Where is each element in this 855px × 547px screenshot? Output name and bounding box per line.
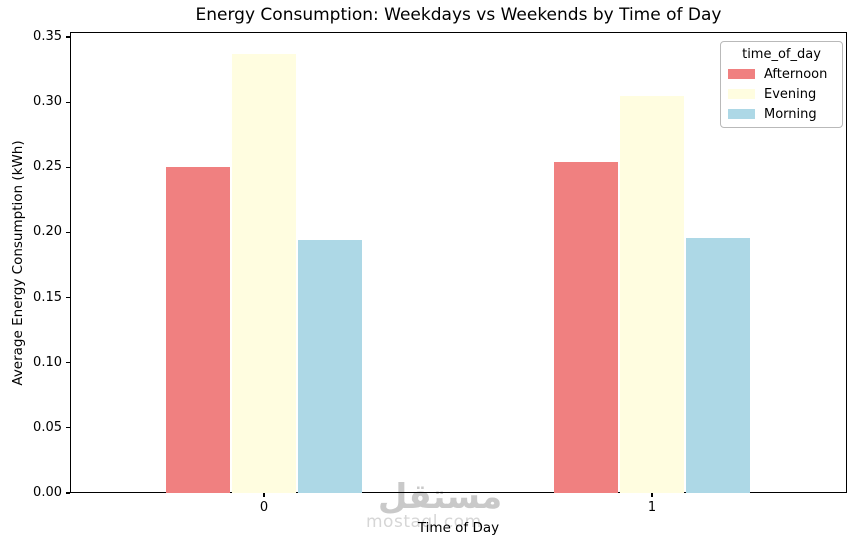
bar-evening-group1	[620, 95, 684, 493]
y-tick-label: 0.00	[33, 485, 62, 500]
y-axis-label: Average Energy Consumption (kWh)	[10, 140, 26, 386]
watermark-arabic: مستقل	[377, 477, 503, 517]
bar-afternoon-group1	[554, 162, 619, 493]
y-tick-mark	[66, 296, 70, 299]
x-axis-label: Time of Day	[417, 520, 500, 536]
plot-area	[70, 32, 847, 493]
bar-morning-group1	[685, 237, 750, 493]
legend-item-evening: Evening	[721, 84, 842, 104]
legend-swatch-icon	[728, 89, 755, 99]
x-tick-label: 0	[259, 500, 269, 515]
y-tick-label: 0.15	[33, 289, 62, 305]
y-tick-label: 0.35	[33, 29, 62, 44]
bar-evening-group0	[232, 53, 296, 493]
legend-label: Evening	[764, 86, 817, 102]
y-tick-mark	[66, 231, 70, 234]
watermark-latin: mostaql.com	[366, 512, 482, 532]
y-tick-label: 0.25	[33, 159, 62, 175]
x-tick-label: 1	[647, 500, 657, 515]
chart-title: Energy Consumption: Weekdays vs Weekends…	[195, 5, 722, 25]
y-tick-mark	[66, 36, 70, 38]
x-tick-mark	[651, 493, 653, 497]
y-tick-label: 0.10	[33, 354, 62, 370]
legend-title: time_of_day	[742, 47, 821, 62]
legend-swatch-icon	[728, 109, 755, 119]
y-tick-label: 0.30	[33, 94, 62, 110]
y-tick-label: 0.05	[33, 419, 62, 435]
y-tick-label: 0.20	[33, 224, 62, 240]
bar-afternoon-group0	[166, 167, 231, 493]
legend-swatch-icon	[728, 69, 755, 79]
y-tick-mark	[66, 492, 70, 494]
y-tick-mark	[66, 427, 70, 429]
bar-morning-group0	[297, 240, 362, 493]
legend-item-afternoon: Afternoon	[721, 64, 842, 84]
y-tick-mark	[66, 166, 70, 168]
y-tick-mark	[66, 362, 70, 364]
legend-rows: Afternoon Evening Morning	[721, 64, 842, 124]
legend-item-morning: Morning	[721, 104, 842, 124]
y-tick-mark	[66, 101, 70, 103]
x-tick-mark	[263, 493, 265, 497]
legend-label: Morning	[764, 106, 817, 122]
legend: time_of_day Afternoon Evening Morning	[720, 41, 843, 128]
legend-label: Afternoon	[764, 66, 828, 82]
